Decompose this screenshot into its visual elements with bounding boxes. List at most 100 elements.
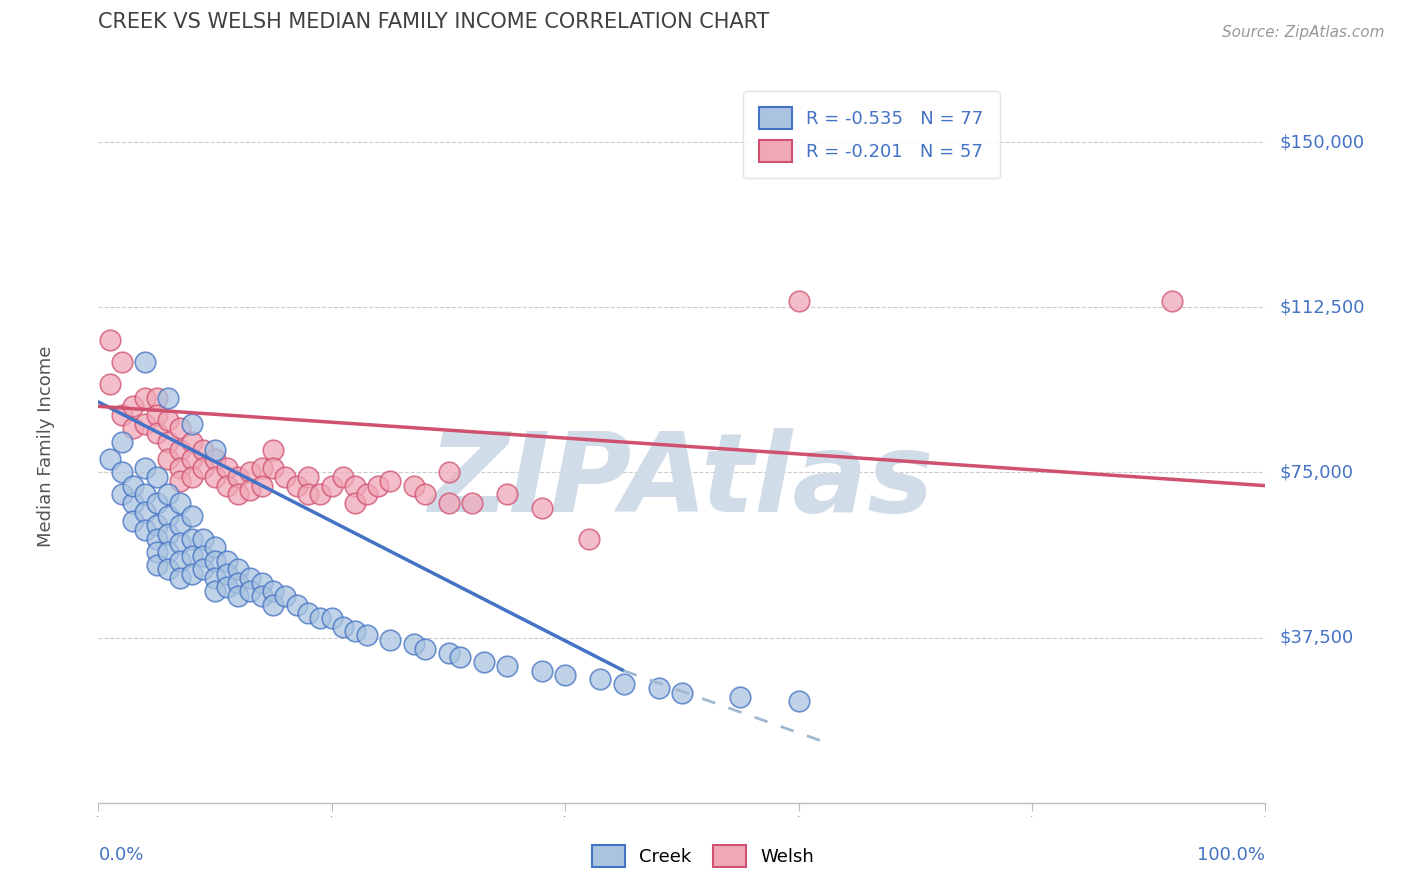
Point bbox=[367, 478, 389, 492]
Point bbox=[215, 461, 238, 475]
Point bbox=[250, 575, 273, 590]
Point bbox=[169, 496, 191, 510]
Point bbox=[146, 545, 169, 559]
Text: 0.0%: 0.0% bbox=[98, 846, 143, 863]
Text: CREEK VS WELSH MEDIAN FAMILY INCOME CORRELATION CHART: CREEK VS WELSH MEDIAN FAMILY INCOME CORR… bbox=[98, 12, 770, 32]
Point bbox=[98, 333, 121, 347]
Point bbox=[157, 391, 180, 405]
Point bbox=[228, 562, 250, 576]
Point bbox=[180, 532, 202, 546]
Point bbox=[98, 377, 121, 392]
Point bbox=[157, 487, 180, 501]
Text: $150,000: $150,000 bbox=[1279, 133, 1364, 151]
Text: $75,000: $75,000 bbox=[1279, 464, 1354, 482]
Point bbox=[157, 509, 180, 524]
Point bbox=[204, 443, 226, 458]
Point bbox=[787, 293, 810, 308]
Point bbox=[530, 500, 553, 515]
Text: $37,500: $37,500 bbox=[1279, 629, 1354, 647]
Point bbox=[111, 408, 134, 422]
Point bbox=[180, 470, 202, 484]
Point bbox=[613, 677, 636, 691]
Point bbox=[122, 478, 145, 492]
Point bbox=[134, 355, 156, 369]
Point bbox=[228, 575, 250, 590]
Point bbox=[180, 434, 202, 449]
Point bbox=[146, 408, 169, 422]
Point bbox=[215, 553, 238, 567]
Point bbox=[647, 681, 669, 696]
Point bbox=[239, 483, 262, 497]
Point bbox=[472, 655, 495, 669]
Point bbox=[554, 668, 576, 682]
Point bbox=[204, 571, 226, 585]
Point bbox=[274, 589, 297, 603]
Point bbox=[169, 518, 191, 533]
Point bbox=[344, 496, 367, 510]
Point bbox=[134, 487, 156, 501]
Point bbox=[122, 400, 145, 414]
Point bbox=[157, 545, 180, 559]
Point bbox=[239, 584, 262, 599]
Point bbox=[111, 466, 134, 480]
Point bbox=[180, 417, 202, 431]
Point bbox=[134, 505, 156, 519]
Point bbox=[169, 536, 191, 550]
Point bbox=[204, 452, 226, 467]
Point bbox=[413, 487, 436, 501]
Point bbox=[146, 558, 169, 572]
Point bbox=[111, 434, 134, 449]
Point bbox=[180, 549, 202, 563]
Point bbox=[1161, 293, 1184, 308]
Point bbox=[380, 632, 402, 647]
Legend: Creek, Welsh: Creek, Welsh bbox=[585, 838, 821, 874]
Point bbox=[402, 478, 425, 492]
Text: Source: ZipAtlas.com: Source: ZipAtlas.com bbox=[1222, 25, 1385, 40]
Point bbox=[332, 470, 354, 484]
Point bbox=[204, 553, 226, 567]
Point bbox=[239, 571, 262, 585]
Point bbox=[146, 532, 169, 546]
Point bbox=[356, 487, 378, 501]
Point bbox=[215, 478, 238, 492]
Point bbox=[274, 470, 297, 484]
Point bbox=[122, 421, 145, 435]
Point bbox=[146, 425, 169, 440]
Point bbox=[309, 611, 332, 625]
Text: 100.0%: 100.0% bbox=[1198, 846, 1265, 863]
Point bbox=[578, 532, 600, 546]
Point bbox=[204, 584, 226, 599]
Point bbox=[437, 466, 460, 480]
Point bbox=[228, 487, 250, 501]
Point bbox=[146, 391, 169, 405]
Point bbox=[228, 589, 250, 603]
Point bbox=[262, 461, 284, 475]
Point bbox=[169, 571, 191, 585]
Point bbox=[285, 598, 308, 612]
Point bbox=[437, 496, 460, 510]
Point bbox=[111, 487, 134, 501]
Point bbox=[180, 509, 202, 524]
Point bbox=[344, 478, 367, 492]
Point bbox=[122, 514, 145, 528]
Point bbox=[321, 478, 343, 492]
Point bbox=[239, 466, 262, 480]
Point bbox=[134, 391, 156, 405]
Point bbox=[215, 566, 238, 581]
Point bbox=[98, 452, 121, 467]
Point bbox=[449, 650, 471, 665]
Text: ZIPAtlas: ZIPAtlas bbox=[429, 428, 935, 535]
Point bbox=[146, 496, 169, 510]
Point bbox=[262, 598, 284, 612]
Point bbox=[134, 461, 156, 475]
Point bbox=[250, 461, 273, 475]
Point bbox=[134, 417, 156, 431]
Point bbox=[413, 641, 436, 656]
Point bbox=[157, 434, 180, 449]
Point bbox=[262, 443, 284, 458]
Point bbox=[111, 355, 134, 369]
Point bbox=[496, 659, 519, 673]
Point bbox=[356, 628, 378, 642]
Point bbox=[297, 470, 319, 484]
Point bbox=[122, 496, 145, 510]
